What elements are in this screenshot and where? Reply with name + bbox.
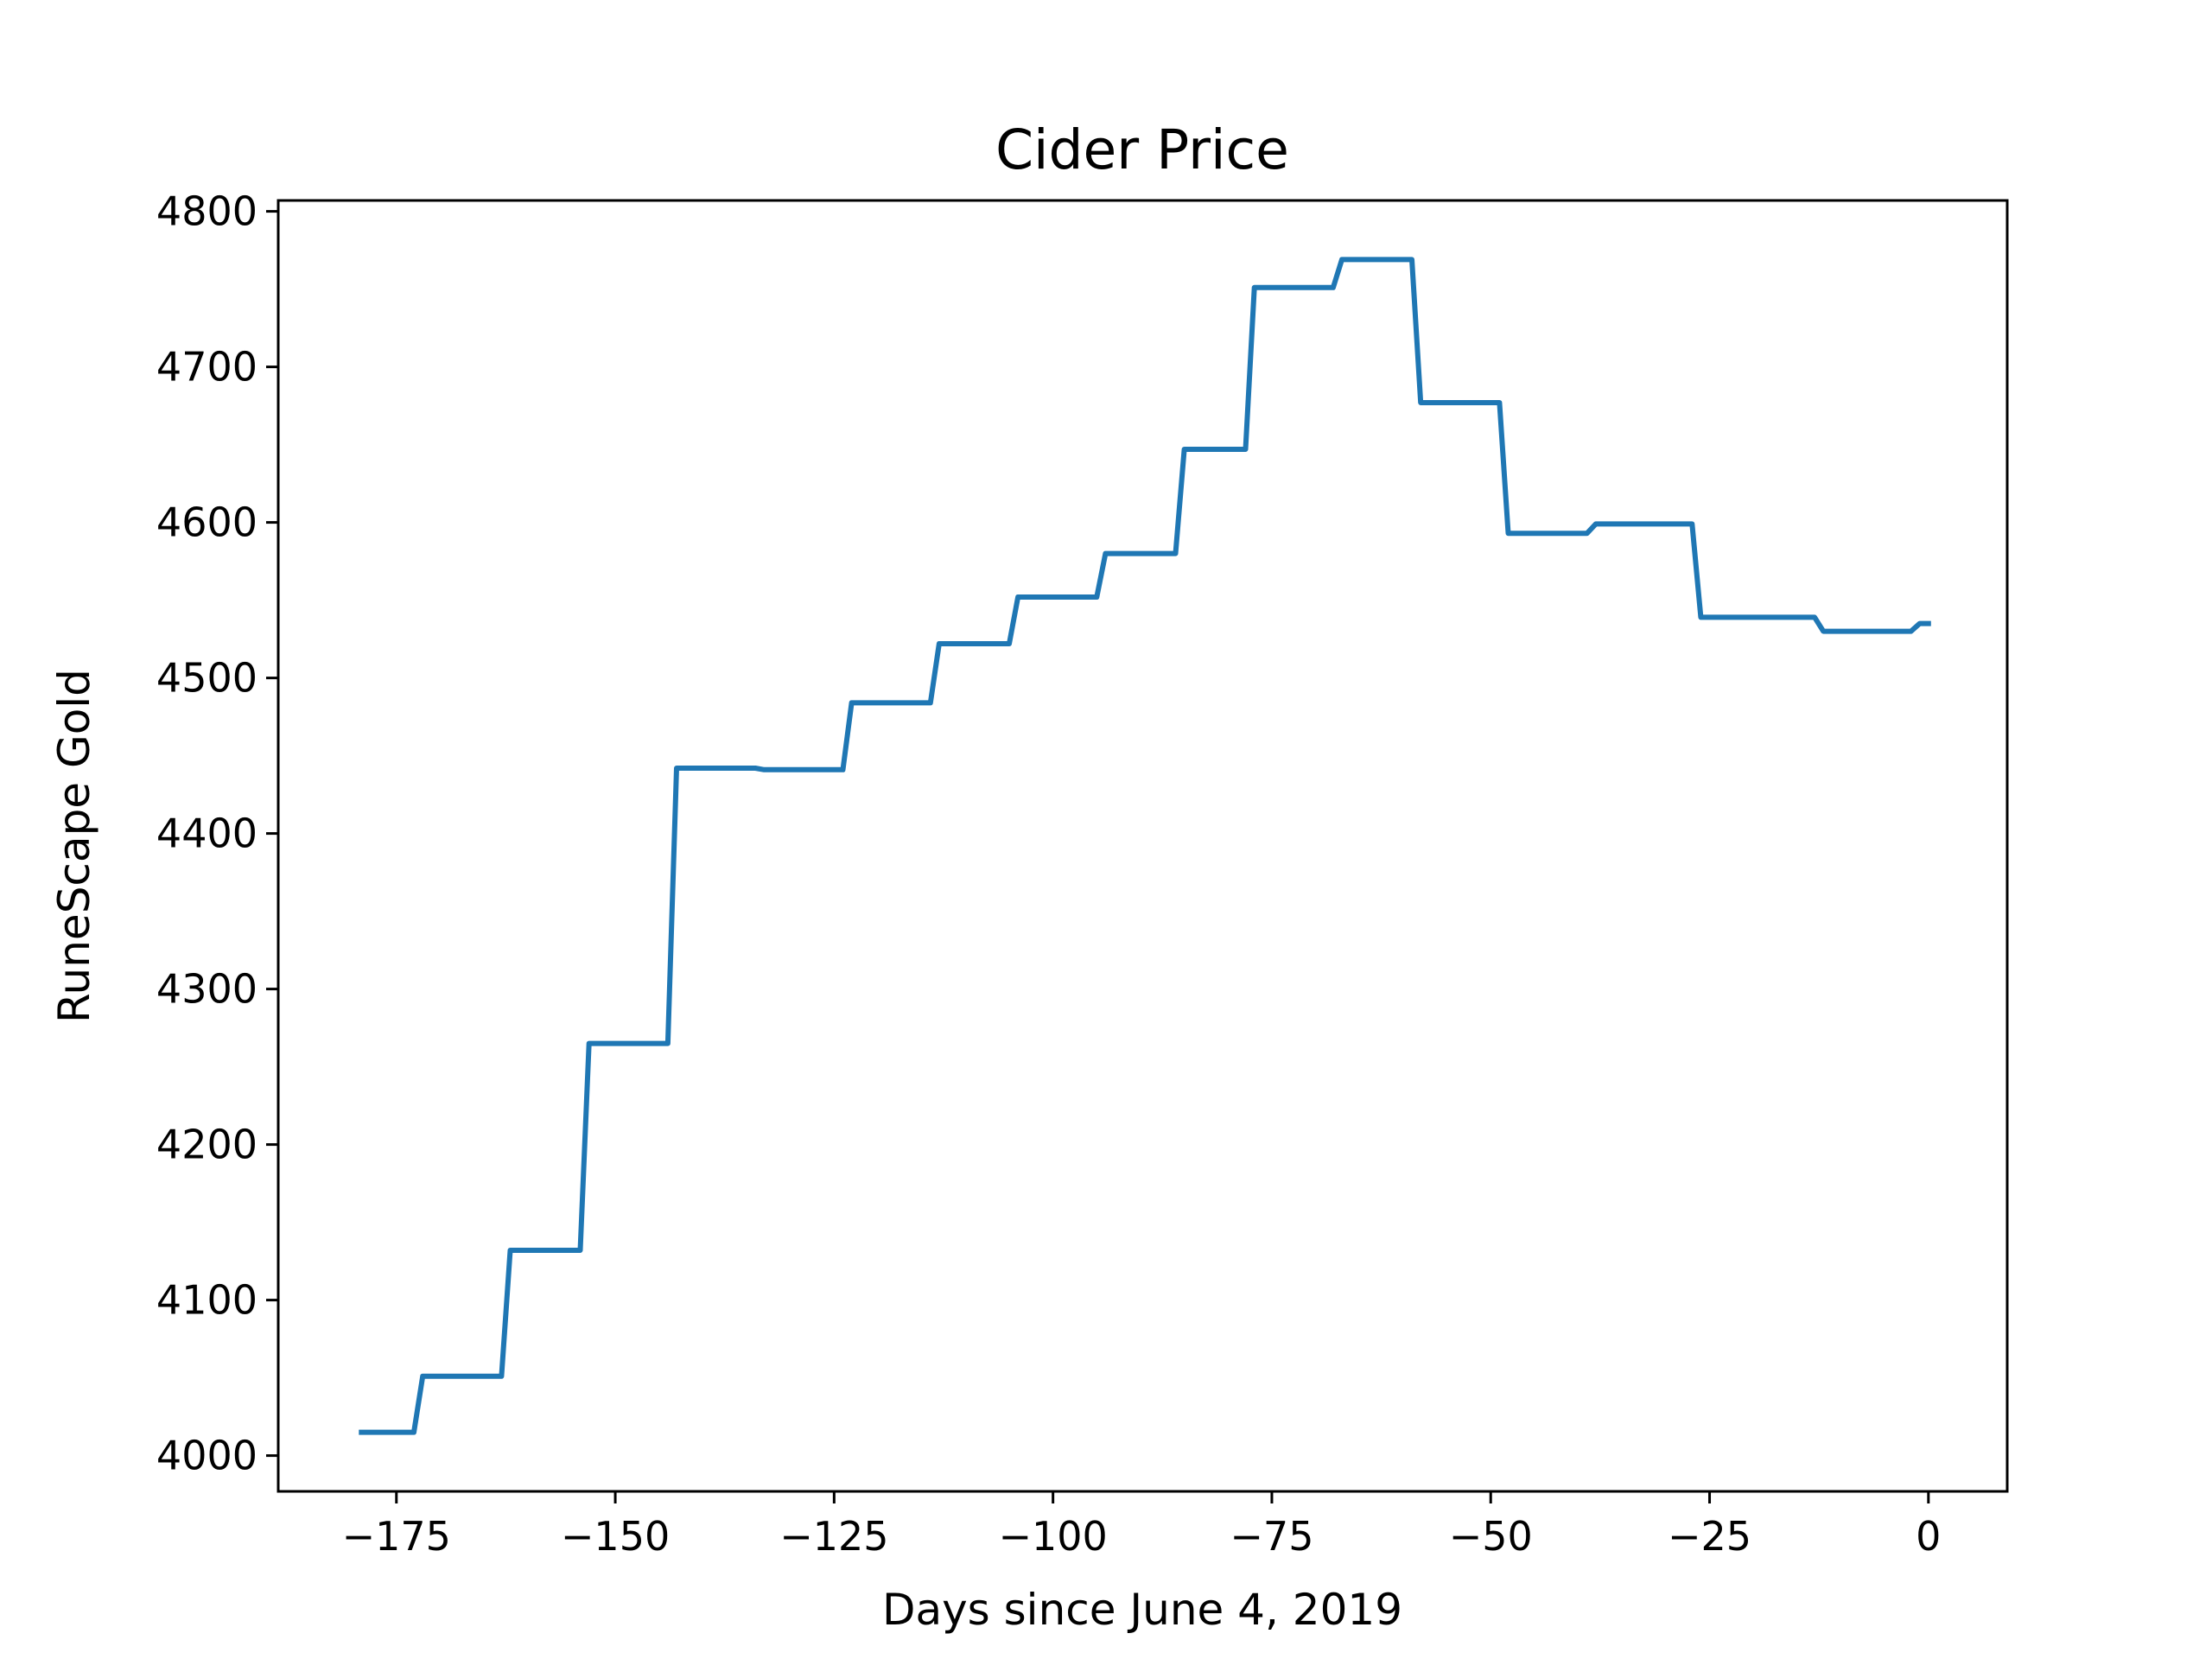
x-tick-label: −175 bbox=[342, 1513, 451, 1560]
y-tick-label: 4600 bbox=[156, 499, 257, 546]
x-tick-label: −125 bbox=[779, 1513, 888, 1560]
x-tick-label: −25 bbox=[1668, 1513, 1751, 1560]
x-tick-label: 0 bbox=[1916, 1513, 1941, 1560]
x-tick-label: −150 bbox=[561, 1513, 670, 1560]
y-axis: 4000 4100 4200 4300 4400 4500 4600 4700 4800 bbox=[156, 188, 278, 1479]
series-line bbox=[359, 257, 1931, 1435]
x-axis: −175 −150 −125 −100 −75 −50 −25 0 bbox=[342, 1491, 1941, 1560]
x-tick-label: −50 bbox=[1449, 1513, 1533, 1560]
y-axis-label: RuneScape Gold bbox=[49, 669, 99, 1023]
x-tick-label: −100 bbox=[998, 1513, 1107, 1560]
y-tick-label: 4000 bbox=[156, 1433, 257, 1479]
x-tick-label: −75 bbox=[1230, 1513, 1313, 1560]
y-tick-label: 4100 bbox=[156, 1277, 257, 1324]
y-tick-label: 4300 bbox=[156, 966, 257, 1013]
chart-title: Cider Price bbox=[995, 118, 1289, 181]
y-tick-label: 4200 bbox=[156, 1122, 257, 1168]
x-axis-label: Days since June 4, 2019 bbox=[882, 1585, 1402, 1635]
y-tick-label: 4700 bbox=[156, 344, 257, 391]
y-tick-label: 4800 bbox=[156, 188, 257, 235]
y-tick-label: 4400 bbox=[156, 810, 257, 857]
plot-frame bbox=[276, 199, 2009, 1493]
y-tick-label: 4500 bbox=[156, 655, 257, 702]
